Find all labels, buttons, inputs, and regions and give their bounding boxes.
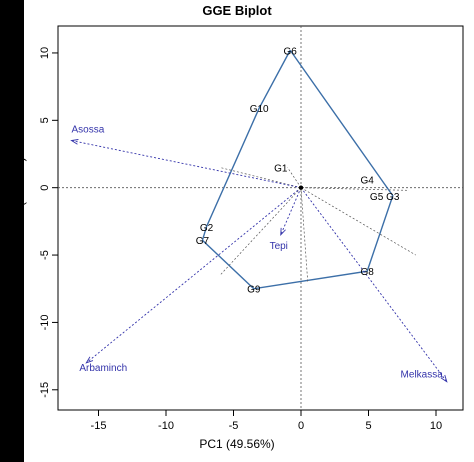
env-label-tepi: Tepi [270, 241, 288, 252]
x-axis-label: PC1 (49.56%) [199, 437, 275, 451]
sector-ray-2 [219, 167, 302, 189]
y-tick-label: -15 [39, 382, 51, 398]
chart-title: GGE Biplot [202, 3, 272, 18]
x-tick-label: 0 [298, 420, 304, 432]
y-tick-label: 0 [39, 185, 51, 191]
left-black-band [0, 0, 24, 462]
genotype-label-g1: G1 [274, 163, 288, 174]
x-tick-label: -15 [91, 420, 107, 432]
genotype-label-g3: G3 [386, 192, 400, 203]
genotype-label-g4: G4 [360, 176, 374, 187]
sector-ray-0 [300, 187, 410, 191]
y-tick-label: -10 [39, 314, 51, 330]
env-vector-melkassa [300, 187, 448, 382]
sector-ray-1 [287, 167, 302, 188]
sector-ray-3 [219, 187, 302, 276]
env-arrowhead [70, 139, 79, 145]
genotype-label-g10: G10 [250, 104, 269, 115]
env-vector-tepi [280, 187, 302, 236]
genotype-label-g7: G7 [196, 236, 210, 247]
env-arrowhead [280, 227, 286, 237]
env-label-arbaminch: Arbaminch [79, 363, 127, 374]
x-tick-label: -5 [229, 420, 239, 432]
y-tick-label: 10 [39, 47, 51, 59]
env-vector-arbaminch [86, 187, 302, 364]
x-tick-label: -10 [158, 420, 174, 432]
origin-point [298, 185, 304, 190]
env-arrowhead [440, 374, 448, 383]
genotype-label-g5: G5 [370, 192, 384, 203]
genotype-label-g6: G6 [284, 46, 298, 57]
x-tick-label: 5 [365, 420, 371, 432]
genotype-label-g9: G9 [247, 285, 261, 296]
polygon-hull [201, 49, 394, 290]
env-label-melkassa: Melkassa [401, 370, 444, 381]
y-tick-label: 5 [39, 117, 51, 123]
env-arrowhead [85, 356, 94, 364]
sector-ray-4 [300, 187, 309, 283]
env-vector-asossa [71, 140, 302, 189]
plot-frame [57, 25, 464, 411]
genotype-label-g8: G8 [360, 267, 374, 278]
genotype-label-g2: G2 [200, 223, 214, 234]
y-tick-label: -5 [39, 250, 51, 260]
env-label-asossa: Asossa [72, 125, 105, 136]
x-tick-label: 10 [430, 420, 442, 432]
